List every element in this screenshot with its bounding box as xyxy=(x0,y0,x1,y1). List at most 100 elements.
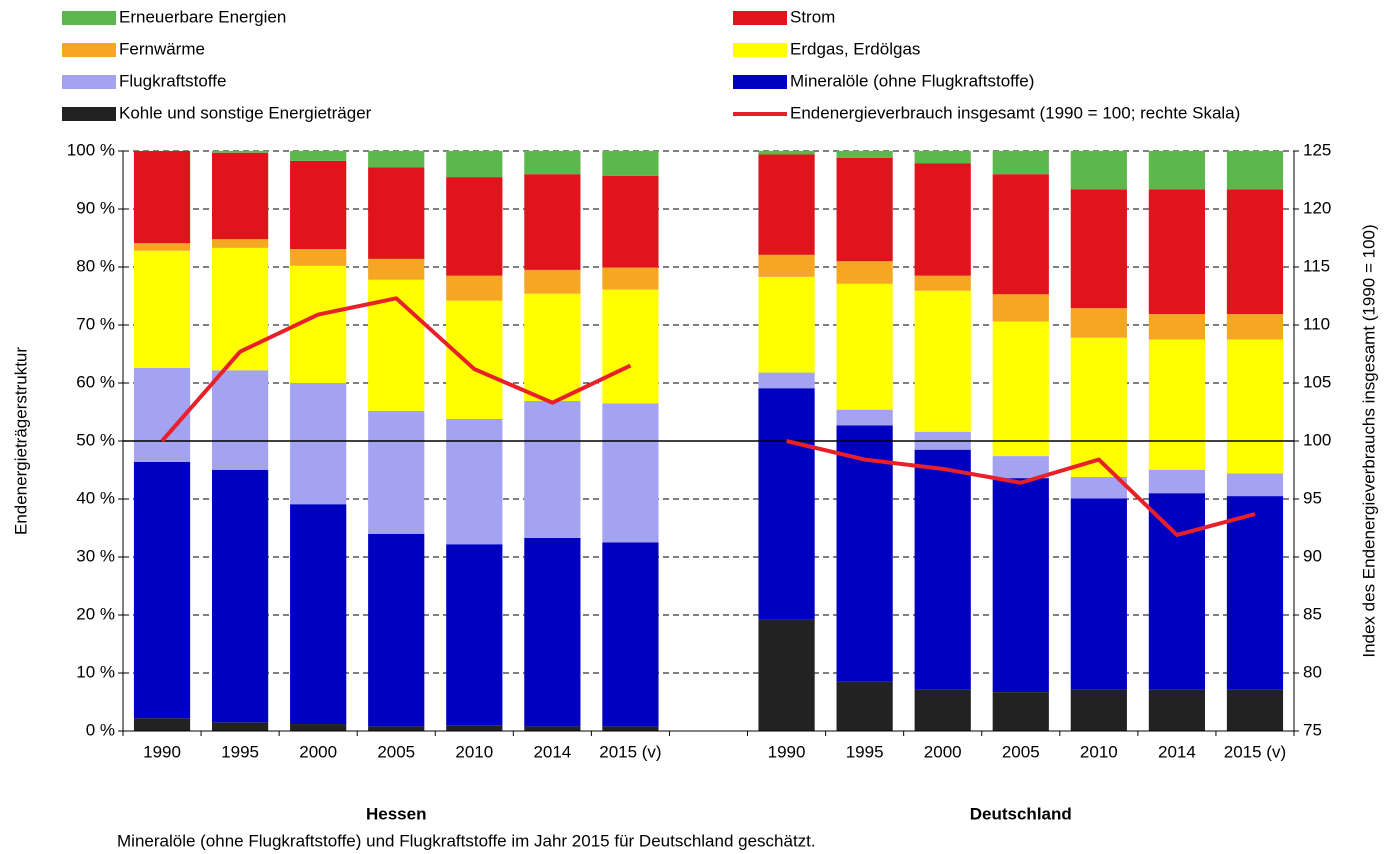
y2-tick-label: 80 xyxy=(1303,662,1322,681)
bar-segment xyxy=(368,167,425,259)
bar-segment xyxy=(758,388,815,620)
bar-segment xyxy=(368,533,425,727)
bar-segment xyxy=(602,267,659,290)
bar-segment xyxy=(992,294,1049,322)
line-series xyxy=(160,296,1256,537)
y2-tick-label: 125 xyxy=(1303,140,1331,159)
y-tick-label: 10 % xyxy=(76,662,115,681)
legend-label: Erdgas, Erdölgas xyxy=(790,39,920,58)
bar-segment xyxy=(602,175,659,268)
bar-segment xyxy=(1148,189,1206,314)
legend-swatch xyxy=(62,11,116,25)
bar-segment xyxy=(602,542,659,727)
bar-segment xyxy=(758,254,815,277)
y-tick-label: 100 % xyxy=(67,140,115,159)
bar-segment xyxy=(758,151,815,155)
x-tick-label: 2000 xyxy=(299,742,337,761)
bar-segment xyxy=(914,163,971,276)
bar-segment xyxy=(524,174,581,270)
bar-segment xyxy=(290,724,347,731)
x-tick-label: 2010 xyxy=(455,742,493,761)
bar-segment xyxy=(1070,498,1127,690)
y-tick-label: 70 % xyxy=(76,314,115,333)
bar-segment xyxy=(524,293,581,401)
bar-segment xyxy=(836,681,893,731)
bar-segment xyxy=(133,243,191,251)
y-tick-label: 20 % xyxy=(76,604,115,623)
bar-segment xyxy=(602,403,659,543)
legend-label: Erneuerbare Energien xyxy=(119,7,286,26)
y-axis-label: Endenergieträgerstruktur xyxy=(11,347,30,535)
x-tick-label: 1990 xyxy=(143,742,181,761)
legend-label: Endenergieverbrauch insgesamt (1990 = 10… xyxy=(790,103,1240,122)
bar-segment xyxy=(446,177,503,276)
bar-segment xyxy=(1226,689,1284,731)
y-tick-label: 30 % xyxy=(76,546,115,565)
bar-segment xyxy=(524,400,581,538)
bar-segment xyxy=(524,537,581,727)
y-tick-label: 80 % xyxy=(76,256,115,275)
bar-segment xyxy=(1148,151,1206,190)
bar-segment xyxy=(992,456,1049,479)
bar-segment xyxy=(524,269,581,294)
x-tick-label: 2010 xyxy=(1080,742,1118,761)
bar-segment xyxy=(368,258,425,280)
y2-tick-label: 120 xyxy=(1303,198,1331,217)
bar-segment xyxy=(290,160,347,250)
note: Mineralöle (ohne Flugkraftstoffe) und Fl… xyxy=(117,831,816,850)
bar-segment xyxy=(992,151,1049,175)
bar-segment xyxy=(836,151,893,158)
bar-segment xyxy=(836,157,893,262)
bar-segment xyxy=(758,154,815,255)
bar-segment xyxy=(1070,337,1127,477)
bar-segment xyxy=(211,239,269,248)
bar-segment xyxy=(1070,189,1127,309)
bar-segment xyxy=(446,151,503,178)
bar-segment xyxy=(1226,496,1284,690)
legend-swatch xyxy=(733,43,787,57)
bar-segment xyxy=(914,290,971,432)
y-tick-label: 60 % xyxy=(76,372,115,391)
bar-segment xyxy=(602,726,659,731)
bar-segment xyxy=(836,425,893,682)
bar-segment xyxy=(602,289,659,404)
bar-segment xyxy=(1226,473,1284,497)
group-label: Deutschland xyxy=(970,804,1072,823)
bar-segment xyxy=(602,151,659,176)
bar-segment xyxy=(368,726,425,731)
bar-segment xyxy=(446,418,503,545)
legend-swatch xyxy=(733,11,787,25)
y2-tick-label: 95 xyxy=(1303,488,1322,507)
bar-segment xyxy=(290,249,347,266)
bar-segment xyxy=(133,250,191,368)
y-tick-label: 40 % xyxy=(76,488,115,507)
bar-segment xyxy=(1148,689,1206,731)
bar-segment xyxy=(368,151,425,168)
bar-segment xyxy=(1226,189,1284,314)
group-label: Hessen xyxy=(366,804,426,823)
x-tick-label: 2000 xyxy=(924,742,962,761)
x-tick-label: 1995 xyxy=(846,742,884,761)
bar-segment xyxy=(1070,308,1127,338)
bar-segment xyxy=(758,372,815,389)
bar-segment xyxy=(836,409,893,426)
bar-segment xyxy=(914,689,971,731)
bar-segment xyxy=(914,275,971,291)
bar-segment xyxy=(992,321,1049,457)
bar-segment xyxy=(1148,493,1206,690)
y-tick-label: 50 % xyxy=(76,430,115,449)
x-tick-label: 2014 xyxy=(533,742,571,761)
bar-segment xyxy=(1226,339,1284,474)
y2-tick-label: 90 xyxy=(1303,546,1322,565)
bar-segment xyxy=(211,370,269,470)
x-tick-label: 2015 (v) xyxy=(1224,742,1286,761)
bar-segment xyxy=(211,722,269,731)
legend-swatch xyxy=(733,75,787,89)
bar-segment xyxy=(1226,313,1284,340)
bar-segment xyxy=(446,275,503,301)
bar-segment xyxy=(836,261,893,284)
legend-label: Fernwärme xyxy=(119,39,205,58)
bar-segment xyxy=(524,726,581,731)
bar-segment xyxy=(914,151,971,164)
